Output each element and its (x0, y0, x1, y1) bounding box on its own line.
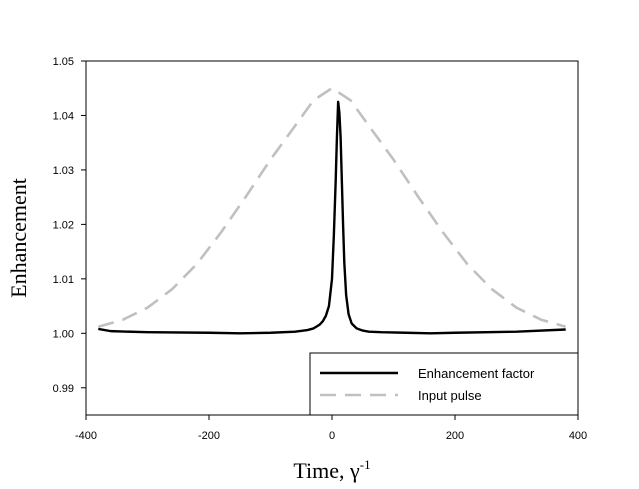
y-tick-label: 1.05 (53, 56, 74, 68)
y-tick-label: 1.04 (53, 110, 74, 122)
legend-box (309, 352, 579, 416)
x-axis-label-text: Time, γ (293, 458, 360, 483)
y-tick-label: 0.99 (53, 383, 74, 395)
x-tick-label: -400 (75, 430, 97, 442)
x-axis-label: Time, γ-1 (293, 457, 370, 483)
x-tick-label: 400 (569, 430, 587, 442)
x-tick-label: 200 (446, 430, 464, 442)
series-line-input-pulse (97, 86, 567, 329)
x-tick-label: 0 (329, 430, 335, 442)
y-axis-label: Enhancement (6, 178, 31, 298)
series-line-enhancement-factor (98, 100, 566, 335)
legend: Enhancement factor Input pulse (309, 352, 579, 416)
x-tick-label: -200 (198, 430, 220, 442)
x-axis-label-superscript: -1 (360, 457, 371, 472)
y-tick-label: 1.03 (53, 165, 74, 177)
y-tick-label: 1.00 (53, 328, 74, 340)
legend-label-input-pulse: Input pulse (418, 388, 482, 403)
legend-label-enhancement-factor: Enhancement factor (418, 366, 535, 381)
y-tick-label: 1.02 (53, 219, 74, 231)
y-tick-label: 1.01 (53, 274, 74, 286)
